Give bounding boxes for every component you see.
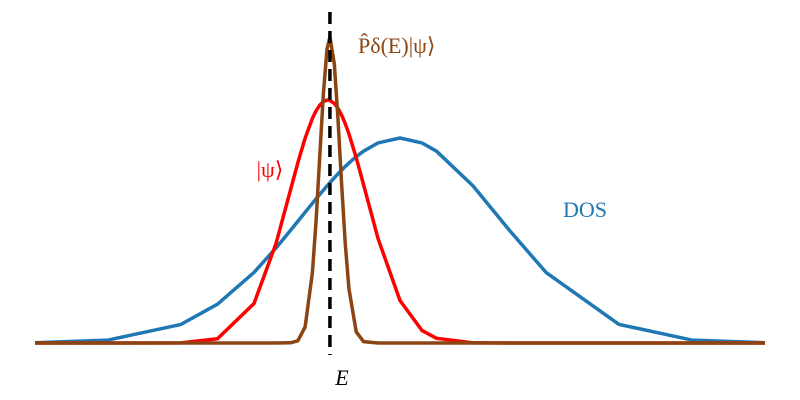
series-line [34,136,766,345]
series-line [35,35,765,345]
series-label: |ψ⟩ [257,157,284,182]
reference-label: E [334,365,349,390]
series-label: DOS [563,197,607,222]
series-label: P̂δ(E)|ψ⟩ [358,33,435,58]
